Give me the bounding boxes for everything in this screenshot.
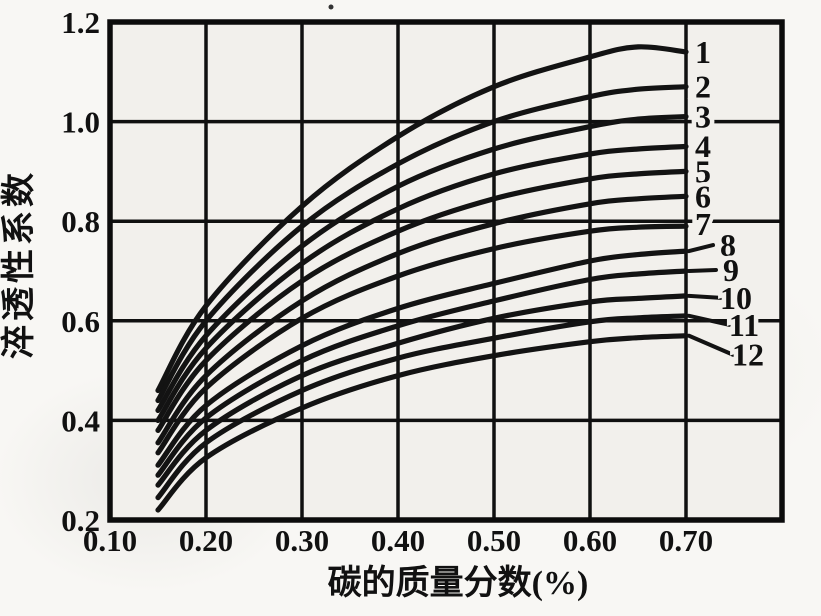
curve-series-12 [155, 333, 689, 513]
curve-family [155, 44, 689, 513]
curve-label-1: 1 [695, 34, 711, 70]
scan-speck [328, 4, 334, 10]
x-tick-label: 0.70 [659, 523, 713, 558]
curve-series-6 [155, 193, 689, 446]
label-leader-lines [687, 243, 735, 357]
y-tick-label: 0.6 [61, 304, 100, 339]
y-tick-label: 1.2 [61, 5, 100, 40]
x-tick-label: 0.20 [179, 523, 233, 558]
x-axis-title: 碳的质量分数(%) [328, 564, 589, 602]
curve-series-10 [155, 293, 689, 488]
x-tick-label: 0.30 [275, 523, 329, 558]
curve-series-2 [155, 84, 689, 404]
curve-label-11: 11 [729, 307, 759, 343]
leader-line-9 [687, 268, 718, 273]
leader-line-12 [687, 333, 735, 357]
leader-line-10 [687, 293, 723, 300]
x-axis-tick-labels: 0.10 0.20 0.30 0.40 0.50 0.60 0.70 [83, 523, 713, 558]
plot-border-rect [107, 19, 785, 523]
leader-line-11 [687, 313, 731, 327]
curve-series-9 [155, 268, 689, 478]
x-tick-label: 0.10 [83, 523, 137, 558]
curve-label-7: 7 [695, 206, 711, 242]
curve-series-8 [155, 248, 689, 468]
y-tick-label: 0.4 [61, 403, 100, 438]
x-tick-label: 0.40 [371, 523, 425, 558]
curve-label-12: 12 [732, 337, 764, 373]
leader-line-8 [687, 243, 715, 254]
curve-series-3 [155, 114, 689, 413]
curve-series-7 [155, 223, 689, 456]
curve-series-5 [155, 168, 689, 433]
x-tick-label: 0.50 [467, 523, 521, 558]
y-tick-label: 1.0 [61, 105, 100, 140]
y-tick-label: 0.8 [61, 204, 100, 239]
curve-series-1 [155, 44, 689, 394]
y-axis-tick-labels: 0.2 0.4 0.6 0.8 1.0 1.2 [61, 5, 100, 538]
x-tick-label: 0.60 [563, 523, 617, 558]
curve-label-10: 10 [720, 280, 752, 316]
y-tick-label: 0.2 [61, 503, 100, 538]
curve-series-4 [155, 143, 689, 423]
curve-series-11 [155, 313, 689, 501]
plot-border [107, 19, 785, 523]
y-axis-title: 淬透性系数 [0, 169, 38, 359]
